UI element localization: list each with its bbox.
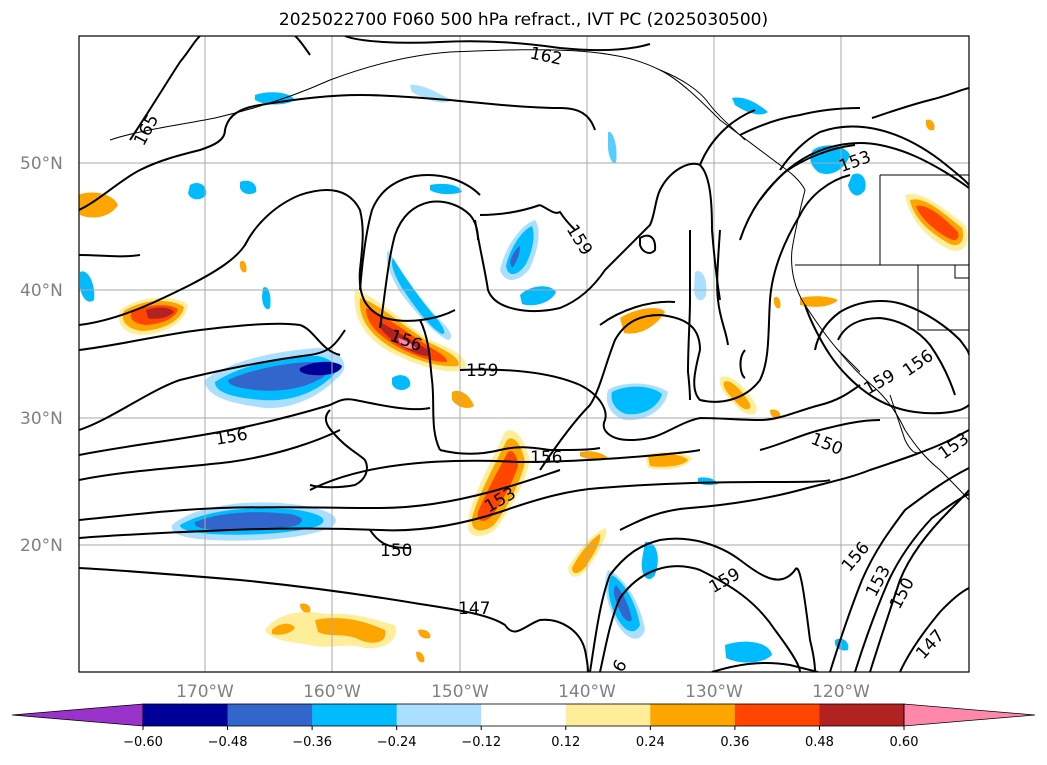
lat-label: 50°N [20, 154, 63, 174]
colorbar-tick-label: 0.60 [890, 735, 919, 750]
lat-label: 20°N [20, 536, 63, 556]
colorbar-tick-label: −0.48 [208, 735, 248, 750]
colorbar-tick-label: 0.48 [805, 735, 834, 750]
colorbar-swatch [819, 704, 905, 726]
map-frame [78, 35, 970, 673]
lat-label: 40°N [20, 281, 63, 301]
colorbar-swatch [734, 704, 820, 726]
lat-label: 30°N [20, 409, 63, 429]
graticule [79, 36, 969, 672]
colorbar-swatch [650, 704, 736, 726]
colorbar-extend-low [11, 703, 144, 727]
contour-label: 156 [530, 448, 562, 468]
lon-label: 160°W [303, 682, 361, 702]
colorbar-outline [142, 703, 905, 727]
colorbar-tick-label: −0.60 [123, 735, 163, 750]
colorbar-tick-label: −0.24 [377, 735, 417, 750]
colorbar: −0.60 −0.48 −0.36 −0.24 −0.12 0.12 0.24 0.36 0.4… [11, 703, 1036, 750]
colorbar-swatch [565, 704, 651, 726]
map-plot-area [79, 36, 969, 672]
colorbar-swatch [396, 704, 482, 726]
contour-label: 159 [466, 361, 498, 381]
contour-label: 147 [458, 599, 490, 619]
colorbar-swatch [481, 704, 567, 726]
map-title: 2025022700 F060 500 hPa refract., IVT PC… [278, 10, 769, 30]
colorbar-extend-high [903, 703, 1036, 727]
colorbar-tick-label: −0.36 [292, 735, 332, 750]
colorbar-tick-label: −0.12 [461, 735, 501, 750]
colorbar-swatch [312, 704, 398, 726]
colorbar-swatch [143, 704, 229, 726]
colorbar-tick-label: 0.36 [720, 735, 749, 750]
lon-label: 120°W [812, 682, 870, 702]
height-contours [79, 36, 969, 672]
lon-label: 150°W [431, 682, 489, 702]
colorbar-tick-label: 0.24 [636, 735, 665, 750]
colorbar-tick-label: 0.12 [551, 735, 580, 750]
map-content: 162 165 159 153 156 159 156 156 153 150 … [79, 36, 969, 672]
lon-label: 130°W [685, 682, 743, 702]
longitude-labels: 170°W 160°W 150°W 140°W 130°W 120°W [176, 682, 870, 702]
colorbar-swatch [227, 704, 313, 726]
contour-label: 150 [380, 541, 412, 561]
latitude-labels: 50°N 40°N 30°N 20°N [20, 154, 63, 556]
lon-label: 170°W [176, 682, 234, 702]
lon-label: 140°W [558, 682, 616, 702]
